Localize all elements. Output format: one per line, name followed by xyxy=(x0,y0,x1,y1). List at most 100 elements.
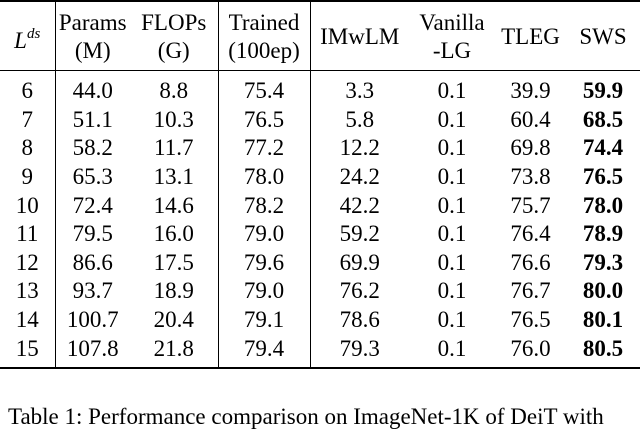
cell-sws: 78.0 xyxy=(582,192,624,218)
header-trained-line1: Trained xyxy=(228,10,300,35)
table-body: 6 44.0 8.8 75.4 3.3 0.1 39.9 59.9 7 51.1… xyxy=(0,70,640,368)
cell-params: 93.7 xyxy=(72,278,113,304)
header-layers: Lds xyxy=(0,1,56,71)
cell-tleg: 76.4 xyxy=(510,221,551,247)
header-vanilla: Vanilla -LG xyxy=(409,1,495,71)
cell-flops: 11.7 xyxy=(130,134,219,163)
cell-vanilla: 0.1 xyxy=(437,221,467,247)
cell-tleg: 76.0 xyxy=(510,335,551,361)
cell-params: 58.2 xyxy=(72,135,113,161)
header-row: Lds Params (M) FLOPs (G) Trained (100ep)… xyxy=(0,1,640,71)
cell-flops: 10.3 xyxy=(130,105,219,135)
cell-params: 44.0 xyxy=(72,78,113,104)
cell-sws: 76.5 xyxy=(582,164,624,190)
table-row: 10 72.4 14.6 78.2 42.2 0.1 75.7 78.0 xyxy=(0,191,640,220)
cell-layers: 10 xyxy=(0,191,56,220)
table-caption: Table 1: Performance comparison on Image… xyxy=(8,404,604,429)
cell-layers: 6 xyxy=(0,70,56,106)
cell-trained: 79.1 xyxy=(218,305,311,335)
cell-imwlm: 79.3 xyxy=(339,335,380,361)
cell-sws: 79.3 xyxy=(582,249,624,275)
header-sws-label: SWS xyxy=(579,24,627,49)
table-row: 14 100.7 20.4 79.1 78.6 0.1 76.5 80.1 xyxy=(0,305,640,335)
cell-vanilla: 0.1 xyxy=(437,249,467,275)
header-tleg-label: TLEG xyxy=(501,24,560,49)
cell-trained: 77.2 xyxy=(218,134,311,163)
cell-vanilla: 0.1 xyxy=(437,78,467,104)
cell-params: 86.6 xyxy=(72,249,113,275)
cell-sws: 80.5 xyxy=(582,335,624,361)
header-imwlm-label: IMwLM xyxy=(320,24,400,49)
cell-flops: 17.5 xyxy=(130,248,219,278)
cell-tleg: 39.9 xyxy=(510,78,551,104)
cell-params: 72.4 xyxy=(72,192,113,218)
cell-sws: 74.4 xyxy=(582,135,624,161)
table-row: 7 51.1 10.3 76.5 5.8 0.1 60.4 68.5 xyxy=(0,105,640,135)
cell-tleg: 60.4 xyxy=(510,106,551,132)
cell-tleg: 73.8 xyxy=(510,164,551,190)
cell-trained: 76.5 xyxy=(218,105,311,135)
header-imwlm: IMwLM xyxy=(310,1,409,71)
cell-flops: 20.4 xyxy=(130,305,219,335)
cell-vanilla: 0.1 xyxy=(437,278,467,304)
cell-vanilla: 0.1 xyxy=(437,335,467,361)
cell-flops: 13.1 xyxy=(130,162,219,192)
table-row: 9 65.3 13.1 78.0 24.2 0.1 73.8 76.5 xyxy=(0,162,640,192)
header-trained: Trained (100ep) xyxy=(218,1,311,71)
header-sws: SWS xyxy=(566,1,640,71)
cell-trained: 79.0 xyxy=(218,277,311,306)
cell-imwlm: 59.2 xyxy=(339,221,380,247)
header-vanilla-line1: Vanilla xyxy=(419,10,485,35)
cell-layers: 9 xyxy=(0,162,56,192)
cell-imwlm: 69.9 xyxy=(339,249,380,275)
cell-tleg: 69.8 xyxy=(510,135,551,161)
cell-vanilla: 0.1 xyxy=(437,164,467,190)
results-table-container: Lds Params (M) FLOPs (G) Trained (100ep)… xyxy=(0,1,640,368)
cell-layers: 12 xyxy=(0,248,56,278)
header-tleg: TLEG xyxy=(495,1,566,71)
cell-imwlm: 24.2 xyxy=(339,164,380,190)
cell-trained: 75.4 xyxy=(218,70,311,106)
cell-vanilla: 0.1 xyxy=(437,135,467,161)
cell-layers: 13 xyxy=(0,277,56,306)
cell-imwlm: 3.3 xyxy=(345,78,375,104)
header-vanilla-line2: -LG xyxy=(432,38,472,63)
cell-layers: 14 xyxy=(0,305,56,335)
cell-sws: 78.9 xyxy=(582,221,624,247)
cell-tleg: 76.5 xyxy=(510,307,551,333)
table-row: 8 58.2 11.7 77.2 12.2 0.1 69.8 74.4 xyxy=(0,134,640,163)
cell-trained: 78.2 xyxy=(218,191,311,220)
cell-sws: 59.9 xyxy=(582,78,624,104)
cell-params: 65.3 xyxy=(72,164,113,190)
cell-vanilla: 0.1 xyxy=(437,106,467,132)
cell-tleg: 75.7 xyxy=(510,192,551,218)
cell-layers: 7 xyxy=(0,105,56,135)
cell-params: 107.8 xyxy=(66,335,119,361)
cell-vanilla: 0.1 xyxy=(437,192,467,218)
cell-imwlm: 5.8 xyxy=(345,106,375,132)
table-row: 12 86.6 17.5 79.6 69.9 0.1 76.6 79.3 xyxy=(0,248,640,278)
cell-trained: 79.6 xyxy=(218,248,311,278)
cell-sws: 80.0 xyxy=(582,278,624,304)
cell-trained: 78.0 xyxy=(218,162,311,192)
cell-flops: 21.8 xyxy=(130,334,219,368)
table-row: 15 107.8 21.8 79.4 79.3 0.1 76.0 80.5 xyxy=(0,334,640,368)
cell-flops: 14.6 xyxy=(130,191,219,220)
cell-sws: 68.5 xyxy=(582,106,624,132)
header-layers-sup: ds xyxy=(26,25,41,42)
cell-flops: 8.8 xyxy=(130,70,219,106)
cell-trained: 79.0 xyxy=(218,219,311,249)
cell-tleg: 76.6 xyxy=(510,249,551,275)
header-layers-base: L xyxy=(14,27,27,53)
cell-imwlm: 42.2 xyxy=(339,192,380,218)
results-table: Lds Params (M) FLOPs (G) Trained (100ep)… xyxy=(0,1,640,368)
cell-flops: 16.0 xyxy=(130,219,219,249)
header-flops: FLOPs (G) xyxy=(130,1,219,71)
cell-params: 100.7 xyxy=(66,307,119,333)
cell-params: 51.1 xyxy=(72,106,113,132)
cell-trained: 79.4 xyxy=(218,334,311,368)
header-flops-line2: (G) xyxy=(157,38,190,63)
header-params-line2: (M) xyxy=(74,38,111,63)
cell-params: 79.5 xyxy=(72,221,113,247)
header-trained-line2: (100ep) xyxy=(228,38,300,63)
